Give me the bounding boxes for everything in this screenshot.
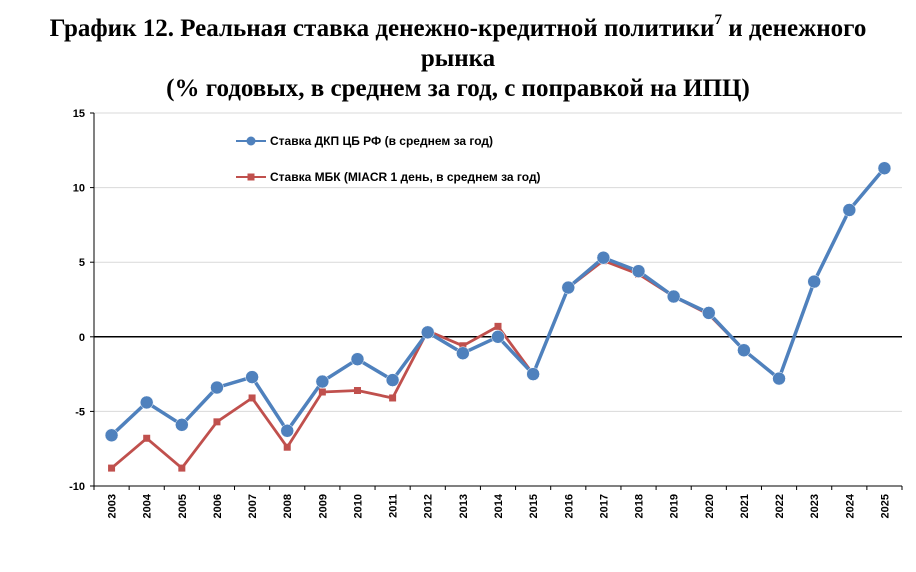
legend-label-series-2: Ставка МБК (MIACR 1 день, в среднем за г… bbox=[270, 170, 541, 184]
data-point-series-1 bbox=[702, 306, 716, 320]
chart-title: График 12. Реальная ставка денежно-креди… bbox=[0, 12, 916, 104]
y-tick-label: 0 bbox=[79, 332, 85, 344]
x-tick-label: 2008 bbox=[282, 494, 294, 518]
x-tick-label: 2021 bbox=[739, 494, 751, 518]
data-point-series-1 bbox=[877, 161, 892, 175]
data-point-series-2 bbox=[318, 388, 326, 396]
data-point-series-1 bbox=[245, 370, 259, 384]
data-point-series-1 bbox=[491, 330, 505, 344]
data-point-series-2 bbox=[213, 418, 221, 426]
x-tick-label: 2018 bbox=[634, 494, 646, 518]
x-tick-label: 2025 bbox=[879, 494, 891, 518]
data-point-series-1 bbox=[526, 367, 540, 381]
x-tick-label: 2013 bbox=[458, 494, 470, 518]
y-tick-label: -10 bbox=[69, 481, 85, 493]
data-point-series-2 bbox=[283, 443, 291, 451]
data-point-series-2 bbox=[353, 387, 361, 395]
x-tick-label: 2023 bbox=[809, 494, 821, 518]
x-tick-label: 2009 bbox=[317, 494, 329, 518]
x-tick-label: 2019 bbox=[669, 494, 681, 518]
x-tick-label: 2024 bbox=[844, 493, 856, 518]
title-line-2: рынка bbox=[420, 45, 496, 72]
title-main: График 12. Реальная ставка денежно-креди… bbox=[49, 15, 715, 42]
data-point-series-2 bbox=[459, 342, 467, 350]
x-tick-label: 2003 bbox=[107, 494, 119, 518]
data-point-series-2 bbox=[248, 394, 256, 402]
title-line-3: (% годовых, в среднем за год, с поправко… bbox=[166, 75, 750, 102]
data-point-series-1 bbox=[666, 289, 681, 304]
data-point-series-1 bbox=[210, 380, 224, 395]
data-point-series-1 bbox=[631, 264, 646, 278]
legend-label-series-1: Ставка ДКП ЦБ РФ (в среднем за год) bbox=[270, 134, 493, 148]
data-point-series-1 bbox=[772, 371, 786, 386]
x-tick-label: 2017 bbox=[598, 494, 610, 518]
y-tick-label: 5 bbox=[79, 257, 85, 269]
data-point-series-1 bbox=[175, 418, 189, 432]
data-point-series-1 bbox=[561, 280, 576, 295]
series-line-1 bbox=[110, 167, 886, 437]
data-point-series-2 bbox=[143, 434, 151, 442]
data-point-series-2 bbox=[494, 322, 502, 330]
data-point-series-1 bbox=[280, 424, 294, 438]
x-tick-label: 2004 bbox=[142, 493, 154, 518]
data-point-series-2 bbox=[178, 464, 186, 472]
data-point-series-2 bbox=[108, 464, 116, 472]
x-tick-label: 2012 bbox=[423, 494, 435, 518]
x-tick-label: 2010 bbox=[352, 494, 364, 518]
data-point-series-1 bbox=[737, 343, 751, 357]
x-tick-label: 2014 bbox=[493, 493, 505, 518]
y-tick-label: -5 bbox=[75, 406, 85, 418]
data-point-series-1 bbox=[385, 373, 400, 387]
data-point-series-1 bbox=[807, 274, 821, 289]
y-tick-label: 15 bbox=[73, 108, 85, 120]
legend-marker-series-2 bbox=[247, 173, 255, 181]
x-tick-label: 2007 bbox=[247, 494, 259, 518]
title-continuation: и денежного bbox=[721, 15, 867, 42]
x-tick-label: 2016 bbox=[563, 494, 575, 518]
data-point-series-1 bbox=[596, 250, 611, 265]
data-point-series-1 bbox=[842, 203, 857, 217]
data-point-series-1 bbox=[350, 352, 365, 366]
legend-marker-series-1 bbox=[246, 136, 256, 146]
data-point-series-1 bbox=[139, 395, 154, 410]
data-point-series-2 bbox=[389, 394, 397, 402]
x-tick-label: 2015 bbox=[528, 494, 540, 518]
y-tick-label: 10 bbox=[73, 183, 85, 195]
x-tick-label: 2022 bbox=[774, 494, 786, 518]
series-line-2 bbox=[110, 167, 886, 470]
x-tick-label: 2020 bbox=[704, 494, 716, 518]
data-point-series-1 bbox=[104, 428, 119, 443]
title-footnote-mark: 7 bbox=[714, 12, 722, 28]
data-point-series-1 bbox=[420, 325, 435, 340]
data-point-series-1 bbox=[456, 346, 470, 360]
x-tick-label: 2011 bbox=[388, 494, 400, 518]
x-tick-label: 2006 bbox=[212, 494, 224, 518]
x-tick-label: 2005 bbox=[177, 494, 189, 518]
data-point-series-1 bbox=[315, 374, 330, 389]
